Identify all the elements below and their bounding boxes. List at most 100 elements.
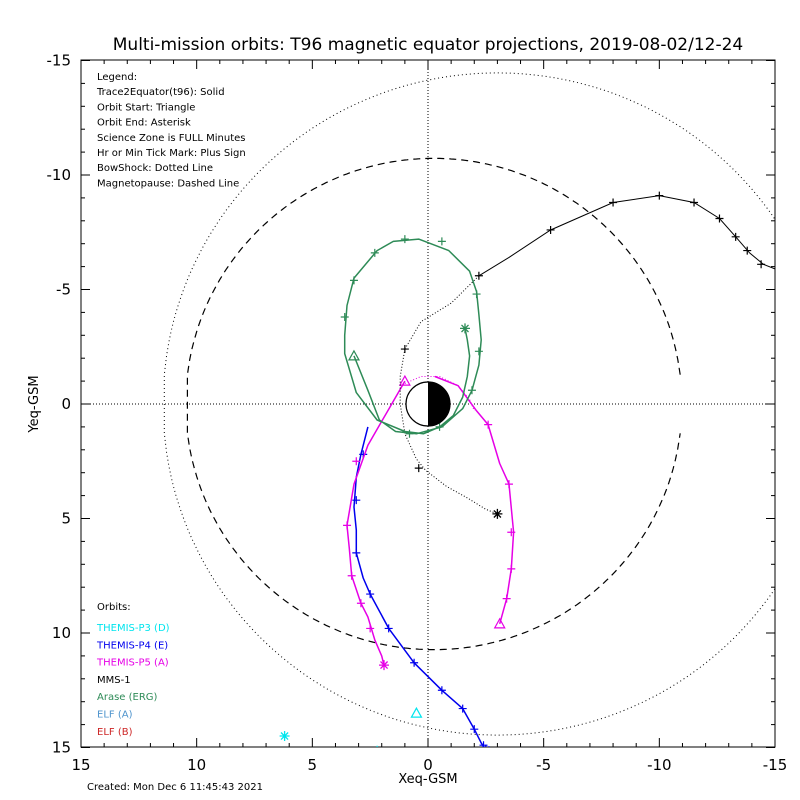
orbit-tick-mark <box>384 624 393 633</box>
earth-night-side <box>428 382 450 426</box>
orbit-tick-mark <box>352 548 361 557</box>
orbit-start-triangle <box>410 706 423 718</box>
orbit-tick-mark <box>347 571 356 580</box>
y-tick-label: 5 <box>61 510 71 528</box>
orbit-tick-mark <box>349 276 358 285</box>
orbit-label: MMS-1 <box>97 675 131 686</box>
orbit-tick-mark <box>340 312 349 321</box>
orbit-tick-mark <box>715 214 724 223</box>
orbit-tick-mark <box>474 347 483 356</box>
orbit-path <box>343 238 482 435</box>
y-axis-label: Yeq-GSM <box>27 375 42 433</box>
series-mms-1 <box>399 345 503 519</box>
orbit-tick-mark <box>410 658 419 667</box>
legend-line: Orbit End: Asterisk <box>97 118 191 129</box>
orbit-tick-mark <box>370 248 379 257</box>
orbit-tick-mark <box>400 235 409 244</box>
orbit-label: THEMIS-P4 (E) <box>96 640 168 651</box>
legend-line: Magnetopause: Dashed Line <box>97 178 239 189</box>
y-tick-label: 15 <box>52 739 71 757</box>
orbit-tick-mark <box>414 464 423 473</box>
legend-line: Science Zone is FULL Minutes <box>97 133 246 144</box>
orbits-heading: Orbits: <box>97 602 131 613</box>
orbit-tick-mark <box>757 260 766 269</box>
series-arase-erg- <box>340 235 483 438</box>
x-axis-label: Xeq-GSM <box>398 772 457 787</box>
orbit-tick-mark <box>343 521 352 530</box>
x-tick-label: 5 <box>308 756 318 774</box>
orbit-end-asterisk <box>460 323 470 334</box>
series-themis-p5-a- <box>343 374 411 671</box>
orbit-tick-mark <box>609 198 618 207</box>
orbit-start-triangle <box>398 374 411 386</box>
legend-line: BowShock: Dotted Line <box>97 163 213 174</box>
boundary-curves <box>163 72 775 736</box>
bowshock-curve <box>163 72 775 736</box>
orbit-tick-mark <box>405 429 414 438</box>
y-tick-label: -15 <box>47 52 72 70</box>
orbit-tick-mark <box>435 422 444 431</box>
footer-created: Created: Mon Dec 6 11:45:43 2021 <box>87 782 263 793</box>
orbit-path-dotted <box>404 275 480 350</box>
x-tick-label: -5 <box>536 756 551 774</box>
x-tick-label: 15 <box>71 756 90 774</box>
orbit-tick-mark <box>356 599 365 608</box>
orbit-tick-mark <box>731 232 740 241</box>
earth-symbol <box>405 381 451 427</box>
series-themis-p3-d- <box>279 706 423 747</box>
orbit-label: THEMIS-P5 (A) <box>96 658 169 669</box>
orbit-start-triangle <box>347 349 360 361</box>
x-tick-label: 0 <box>423 756 433 774</box>
x-tick-label: -15 <box>763 756 788 774</box>
orbit-tick-mark <box>352 496 361 505</box>
orbit-end-asterisk <box>379 660 389 671</box>
magnetopause-curve <box>186 157 681 651</box>
y-tick-label: -5 <box>56 281 71 299</box>
orbit-tick-mark <box>507 528 516 537</box>
orbit-tick-mark <box>366 590 375 599</box>
series-mms-1 <box>404 191 775 350</box>
chart-title: Multi-mission orbits: T96 magnetic equat… <box>113 35 744 55</box>
orbits-legend: Orbits: THEMIS-P3 (D) THEMIS-P4 (E) THEMIS… <box>96 602 170 738</box>
legend: Legend: Trace2Equator(t96): Solid Orbit St… <box>96 72 246 189</box>
orbit-start-triangle <box>493 617 506 629</box>
legend-line: Legend: <box>97 72 137 83</box>
orbit-tick-mark <box>655 191 664 200</box>
orbit-tick-mark <box>366 624 375 633</box>
orbit-tick-mark <box>352 457 361 466</box>
orbit-tick-mark <box>437 686 446 695</box>
orbit-tick-mark <box>502 594 511 603</box>
orbit-tick-mark <box>467 386 476 395</box>
legend-line: Trace2Equator(t96): Solid <box>96 87 225 98</box>
orbit-end-asterisk <box>492 508 503 519</box>
orbit-label: Arase (ERG) <box>97 692 158 703</box>
orbit-label: ELF (A) <box>97 710 133 721</box>
legend-line: Orbit Start: Triangle <box>97 102 195 113</box>
orbit-path <box>346 380 406 666</box>
orbit-end-asterisk <box>279 731 290 741</box>
orbit-tick-mark <box>400 345 409 354</box>
x-tick-label: -10 <box>647 756 672 774</box>
y-tick-label: -10 <box>47 166 72 184</box>
y-tick-label: 0 <box>61 395 71 413</box>
orbit-tick-mark <box>474 271 483 280</box>
axis-ticks: 15 10 5 0 -5 -10 -15 -15 -10 -5 0 5 10 15 <box>47 52 788 775</box>
orbit-label: ELF (B) <box>97 727 133 738</box>
orbit-tick-mark <box>743 246 752 255</box>
orbit-tick-mark <box>472 290 481 299</box>
orbit-series <box>279 191 775 747</box>
orbit-tick-mark <box>437 237 446 246</box>
orbit-path <box>399 348 498 515</box>
orbit-label: THEMIS-P3 (D) <box>96 623 170 634</box>
legend-line: Hr or Min Tick Mark: Plus Sign <box>97 148 246 159</box>
orbit-tick-mark <box>690 198 699 207</box>
orbit-tick-mark <box>470 725 479 734</box>
orbit-tick-mark <box>458 704 467 713</box>
orbit-tick-mark <box>507 564 516 573</box>
orbit-tick-mark <box>546 225 555 234</box>
y-tick-label: 10 <box>52 624 71 642</box>
x-tick-label: 10 <box>187 756 206 774</box>
orbit-tick-mark <box>484 420 493 429</box>
orbit-tick-mark <box>504 480 513 489</box>
